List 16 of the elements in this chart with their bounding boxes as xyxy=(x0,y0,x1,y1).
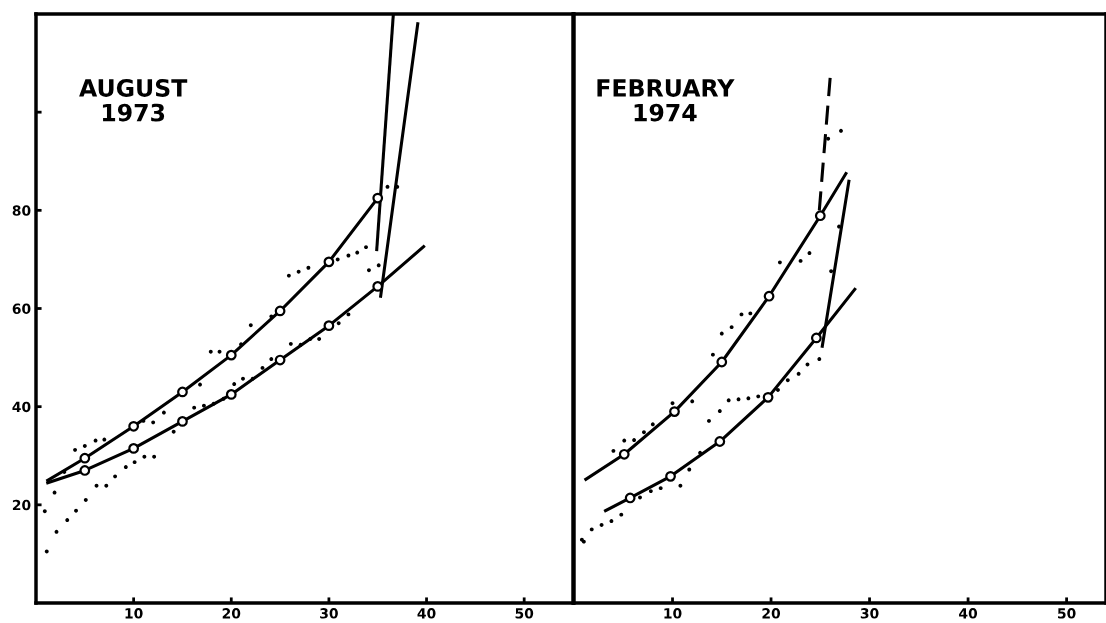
x-tick-label: 50 xyxy=(515,608,534,619)
text: FEBRUARY 1974 xyxy=(597,79,735,122)
x-tick-label: 30 xyxy=(320,608,338,619)
y-tick-label: 40 xyxy=(12,401,31,413)
x-tick-label: 10 xyxy=(664,608,682,619)
text: AUGUST 1973 xyxy=(79,79,188,122)
x-tick-label: 10 xyxy=(125,608,143,619)
y-tick-label: 80 xyxy=(12,205,31,216)
x-tick-label: 40 xyxy=(417,608,436,619)
y-tick-label: 60 xyxy=(12,303,31,314)
x-tick-label: 20 xyxy=(762,608,781,619)
x-tick-label: 50 xyxy=(1058,608,1076,619)
x-tick-label: 40 xyxy=(959,608,978,619)
x-tick-label: 30 xyxy=(860,608,879,619)
x-tick-label: 20 xyxy=(222,608,241,619)
y-tick-label: 20 xyxy=(12,499,31,511)
